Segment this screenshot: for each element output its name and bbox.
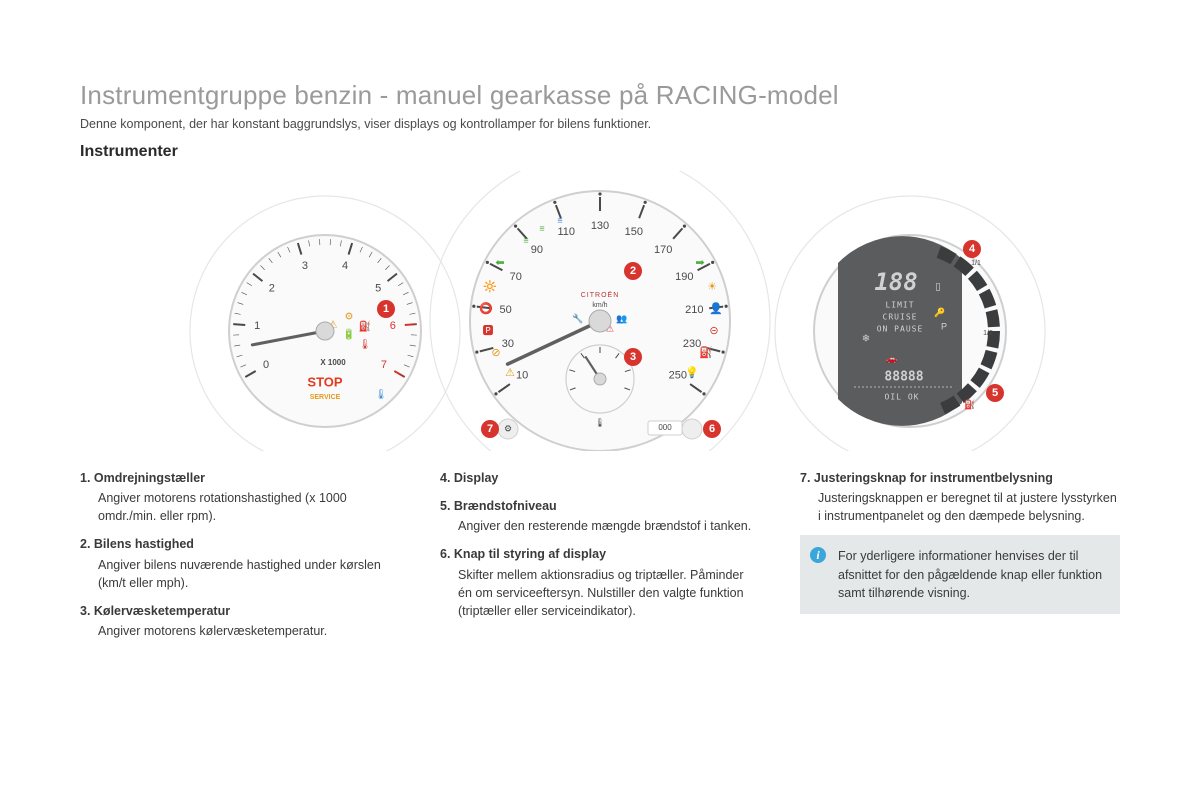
svg-text:6: 6 [709, 423, 715, 435]
info-box: i For yderligere informationer henvises … [800, 535, 1120, 613]
svg-text:OIL OK: OIL OK [885, 393, 920, 402]
page-title: Instrumentgruppe benzin - manuel gearkas… [80, 80, 1120, 111]
svg-text:90: 90 [531, 244, 543, 256]
svg-text:🌡: 🌡 [375, 389, 388, 401]
svg-text:▯: ▯ [935, 282, 941, 293]
svg-text:⛽: ⛽ [699, 346, 713, 359]
svg-text:⛽: ⛽ [964, 398, 975, 409]
svg-text:➡: ➡ [695, 257, 704, 269]
svg-text:LIMIT: LIMIT [885, 301, 914, 310]
svg-text:CITROËN: CITROËN [581, 291, 620, 299]
svg-text:💡: 💡 [685, 366, 699, 379]
svg-text:10: 10 [516, 369, 528, 381]
svg-text:1/2: 1/2 [983, 330, 993, 337]
svg-text:7: 7 [381, 359, 387, 371]
legend-item: 2. Bilens hastighedAngiver bilens nuvære… [80, 535, 400, 591]
info-icon: i [810, 547, 826, 563]
svg-text:88888: 88888 [884, 370, 923, 385]
legend-column-1: 1. OmdrejningstællerAngiver motorens rot… [80, 469, 400, 650]
svg-text:70: 70 [510, 271, 522, 283]
svg-text:⬅: ⬅ [495, 257, 504, 269]
svg-text:☀: ☀ [707, 281, 717, 293]
svg-text:5: 5 [375, 283, 381, 295]
svg-text:🔋: 🔋 [343, 328, 355, 341]
svg-text:⚠: ⚠ [505, 367, 515, 379]
svg-text:CRUISE: CRUISE [883, 313, 918, 322]
legend-column-3: 7. Justeringsknap for instrumentbelysnin… [800, 469, 1120, 650]
svg-text:🅿: 🅿 [483, 324, 494, 337]
svg-text:❄: ❄ [862, 334, 870, 345]
svg-text:1: 1 [383, 303, 389, 315]
svg-text:⊝: ⊝ [709, 325, 718, 337]
svg-text:4: 4 [969, 243, 976, 255]
svg-text:≡: ≡ [557, 215, 562, 225]
svg-text:2: 2 [269, 283, 275, 295]
svg-text:🌡: 🌡 [359, 339, 372, 351]
svg-text:188: 188 [874, 268, 917, 296]
svg-text:130: 130 [591, 220, 609, 232]
svg-text:190: 190 [675, 271, 693, 283]
svg-text:30: 30 [502, 338, 514, 350]
svg-text:150: 150 [625, 226, 643, 238]
svg-text:km/h: km/h [592, 302, 607, 309]
svg-text:0: 0 [263, 359, 269, 371]
svg-text:110: 110 [557, 226, 575, 238]
svg-text:🔑: 🔑 [934, 306, 945, 318]
legend-item: 3. KølervæsketemperaturAngiver motorens … [80, 602, 400, 640]
svg-text:⛽: ⛽ [359, 320, 371, 333]
instrument-cluster-diagram: 0 1 2 3 4 5 6 7 ⚙ ⛽ 🔋 🌡 ⚠ X 1000 STOP SERVICE 🌡 10 30 50 70 9… [80, 171, 1120, 451]
svg-text:1: 1 [254, 320, 260, 332]
svg-text:1/1: 1/1 [971, 260, 981, 267]
svg-text:170: 170 [654, 244, 672, 256]
svg-text:🚗: 🚗 [886, 353, 897, 363]
svg-text:2: 2 [630, 265, 636, 277]
svg-text:≡: ≡ [539, 223, 544, 233]
svg-text:SERVICE: SERVICE [310, 394, 341, 401]
svg-text:⚙: ⚙ [504, 423, 512, 433]
svg-text:5: 5 [992, 387, 998, 399]
legend-item: 5. BrændstofniveauAngiver den resterende… [440, 497, 760, 535]
svg-text:4: 4 [342, 260, 348, 272]
svg-text:3: 3 [302, 260, 308, 272]
svg-text:🔧: 🔧 [572, 312, 583, 323]
section-heading: Instrumenter [80, 143, 1120, 161]
svg-text:50: 50 [500, 304, 512, 316]
svg-text:👤: 👤 [709, 302, 723, 315]
svg-text:210: 210 [685, 304, 703, 316]
legend-item: 6. Knap til styring af displaySkifter me… [440, 545, 760, 620]
svg-text:⊘: ⊘ [491, 347, 500, 359]
svg-text:🔆: 🔆 [483, 279, 497, 293]
svg-text:⭕: ⭕ [479, 302, 493, 315]
svg-text:🌡: 🌡 [594, 417, 605, 427]
svg-text:000: 000 [658, 423, 672, 432]
info-text: For yderligere informationer henvises de… [838, 549, 1102, 599]
legend-item: 1. OmdrejningstællerAngiver motorens rot… [80, 469, 400, 525]
svg-text:STOP: STOP [307, 374, 342, 389]
svg-text:6: 6 [390, 320, 396, 332]
svg-text:7: 7 [487, 423, 493, 435]
legend-column-2: 4. Display 5. BrændstofniveauAngiver den … [440, 469, 760, 650]
svg-text:P: P [941, 321, 947, 331]
svg-text:3: 3 [630, 351, 636, 363]
svg-text:X 1000: X 1000 [320, 358, 346, 367]
svg-text:👥: 👥 [616, 313, 627, 323]
page-subtitle: Denne komponent, der har konstant baggru… [80, 117, 1120, 131]
svg-text:⚙: ⚙ [345, 312, 354, 323]
legend-item: 7. Justeringsknap for instrumentbelysnin… [800, 469, 1120, 525]
legend-columns: 1. OmdrejningstællerAngiver motorens rot… [80, 469, 1120, 650]
legend-item: 4. Display [440, 469, 760, 487]
svg-text:≡: ≡ [523, 235, 528, 245]
svg-text:ON PAUSE: ON PAUSE [877, 325, 924, 334]
